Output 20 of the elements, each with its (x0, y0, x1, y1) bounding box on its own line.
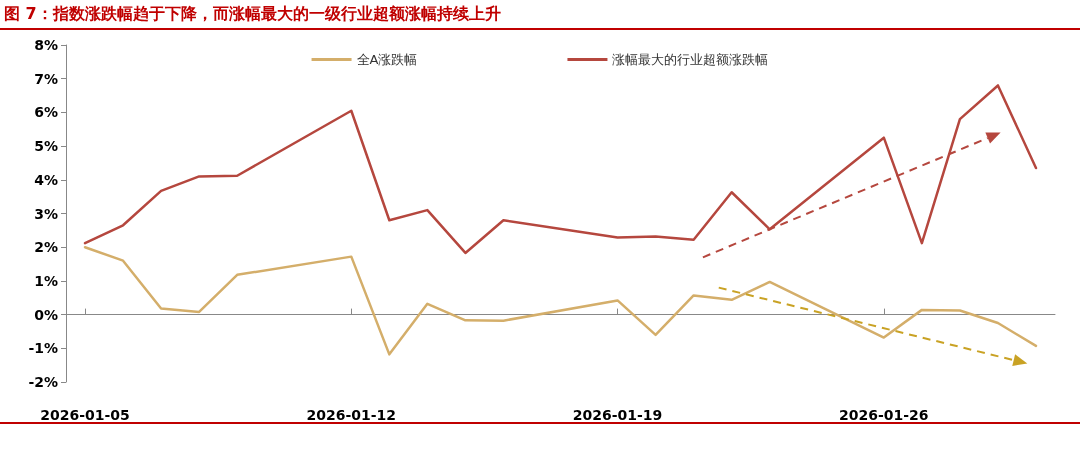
line-series (83, 84, 1038, 255)
y-tick-label: 6% (34, 104, 58, 121)
y-tick-label: 5% (34, 138, 58, 155)
y-tick-label: 7% (34, 70, 58, 87)
x-tick-label: 2026-01-26 (839, 407, 929, 423)
x-tick-label: 2026-01-05 (40, 407, 130, 423)
y-tick-label: 4% (34, 171, 58, 188)
y-tick-label: -1% (28, 340, 58, 357)
y-tick-label: -2% (28, 374, 58, 390)
chart-title: 图 7：指数涨跌幅趋于下降，而涨幅最大的一级行业超额涨幅持续上升 (0, 0, 1080, 30)
y-tick-label: 0% (34, 306, 58, 323)
x-tick-label: 2026-01-12 (306, 407, 397, 423)
y-tick-label: 1% (34, 272, 58, 289)
y-tick-label: 3% (34, 205, 58, 222)
y-tick-label: 2% (34, 239, 58, 256)
y-tick-label: 8% (34, 37, 58, 53)
legend-label: 涨幅最大的行业超额涨跌幅 (612, 52, 769, 67)
legend-label: 全A涨跌幅 (356, 52, 418, 67)
line-series (83, 245, 1038, 356)
x-tick-label: 2026-01-19 (572, 407, 663, 423)
